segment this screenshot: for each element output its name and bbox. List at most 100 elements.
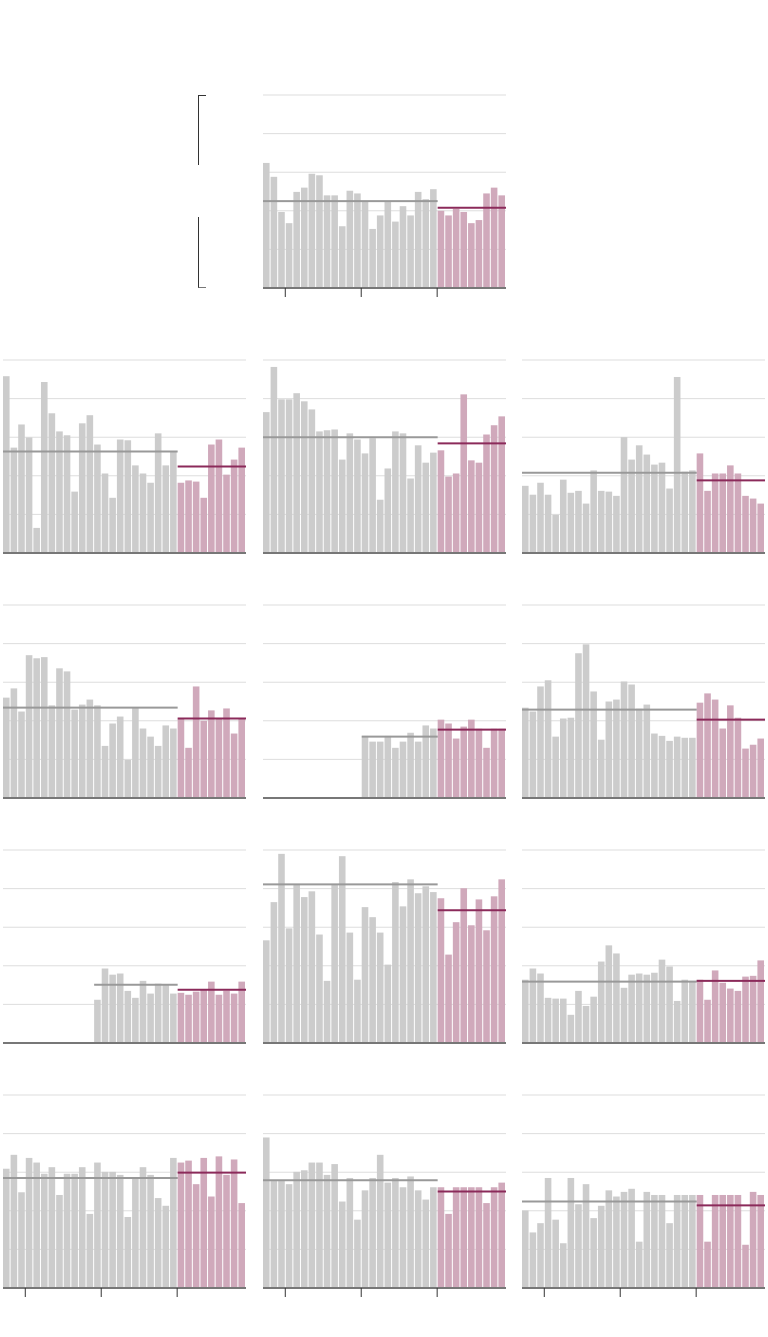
- bar-after: [238, 1203, 245, 1288]
- bar-before: [25, 655, 33, 798]
- bar-after: [208, 1196, 215, 1288]
- bar-before: [101, 473, 109, 553]
- bar-before: [376, 932, 384, 1043]
- bar-after: [238, 981, 245, 1043]
- bar-after: [223, 474, 230, 553]
- bar-after: [719, 982, 727, 1043]
- bar-after: [192, 1184, 200, 1288]
- bar-before: [346, 433, 354, 553]
- bar-after: [490, 187, 498, 288]
- bar-after: [223, 708, 230, 798]
- bar-before: [643, 1191, 651, 1288]
- bar-before: [124, 990, 132, 1043]
- chart-panel-11: [263, 1094, 506, 1315]
- bar-after: [711, 473, 719, 553]
- bar-before: [673, 1194, 681, 1288]
- bar-before: [597, 1205, 605, 1288]
- chart-panel-8: [263, 849, 506, 1070]
- bar-before: [263, 412, 270, 553]
- bar-before: [407, 478, 414, 553]
- bar-before: [666, 1223, 673, 1288]
- bar-before: [116, 716, 124, 798]
- bar-before: [407, 1176, 414, 1288]
- bar-before: [613, 495, 620, 553]
- bar-after: [452, 922, 460, 1043]
- bar-after: [208, 710, 215, 798]
- bar-before: [567, 1177, 575, 1288]
- bar-before: [537, 482, 544, 553]
- bar-after: [704, 490, 711, 553]
- bar-after: [460, 888, 468, 1043]
- bar-before: [590, 996, 597, 1043]
- bar-before: [56, 431, 63, 553]
- bar-before: [154, 745, 162, 798]
- bar-before: [522, 1210, 529, 1288]
- bar-after: [498, 195, 505, 288]
- bar-before: [170, 728, 177, 798]
- bar-before: [392, 1177, 399, 1288]
- bar-before: [689, 737, 696, 798]
- bar-before: [56, 1194, 63, 1288]
- bar-before: [544, 1177, 552, 1288]
- bar-before: [25, 437, 33, 553]
- bar-after: [460, 1187, 468, 1288]
- bar-before: [170, 993, 177, 1043]
- bar-before: [430, 892, 437, 1043]
- bar-before: [331, 429, 338, 553]
- chart-panel-3: [522, 359, 765, 580]
- bar-after: [490, 1187, 498, 1288]
- bar-before: [293, 191, 300, 288]
- bar-before: [620, 437, 628, 553]
- bar-after: [475, 220, 483, 288]
- bar-before: [154, 1198, 162, 1288]
- bar-before: [56, 668, 63, 798]
- bar-after: [200, 720, 208, 798]
- bar-before: [369, 917, 376, 1043]
- bar-before: [124, 440, 132, 553]
- bar-before: [170, 1157, 177, 1288]
- bar-before: [376, 1154, 384, 1288]
- bar-after: [192, 686, 200, 798]
- bar-after: [711, 1194, 719, 1288]
- bar-before: [651, 1194, 658, 1288]
- bar-after: [437, 210, 445, 288]
- bar-before: [414, 893, 422, 1043]
- bar-before: [537, 686, 544, 798]
- bar-before: [575, 490, 582, 553]
- bar-after: [742, 495, 749, 553]
- bar-after: [498, 1182, 505, 1288]
- bar-before: [552, 514, 559, 553]
- bar-before: [529, 494, 537, 553]
- bar-before: [620, 681, 628, 798]
- bar-before: [575, 653, 582, 798]
- bar-after: [192, 481, 200, 553]
- bar-before: [162, 725, 170, 798]
- bar-after: [696, 702, 704, 798]
- bar-before: [361, 1190, 369, 1288]
- bar-before: [71, 1173, 78, 1288]
- bar-before: [361, 907, 369, 1043]
- bar-before: [681, 979, 689, 1043]
- bar-before: [63, 671, 71, 798]
- chart-panel-12: [522, 1094, 765, 1315]
- chart-panel-7: [3, 849, 246, 1070]
- bar-after: [483, 193, 490, 288]
- bar-after: [223, 1174, 230, 1288]
- bar-before: [323, 1174, 331, 1288]
- bar-after: [230, 733, 238, 798]
- bar-before: [369, 1177, 376, 1288]
- bar-before: [544, 680, 552, 798]
- bar-before: [33, 658, 40, 798]
- bar-after: [757, 1194, 764, 1288]
- bar-before: [86, 1213, 94, 1288]
- bar-before: [582, 1184, 590, 1288]
- bar-before: [278, 211, 285, 288]
- bar-after: [230, 993, 238, 1043]
- bar-before: [116, 1174, 124, 1288]
- bar-before: [263, 1137, 270, 1288]
- bar-before: [300, 401, 308, 553]
- bar-after: [230, 459, 238, 553]
- bar-before: [86, 415, 94, 553]
- bar-before: [399, 906, 407, 1043]
- bar-before: [40, 1173, 48, 1288]
